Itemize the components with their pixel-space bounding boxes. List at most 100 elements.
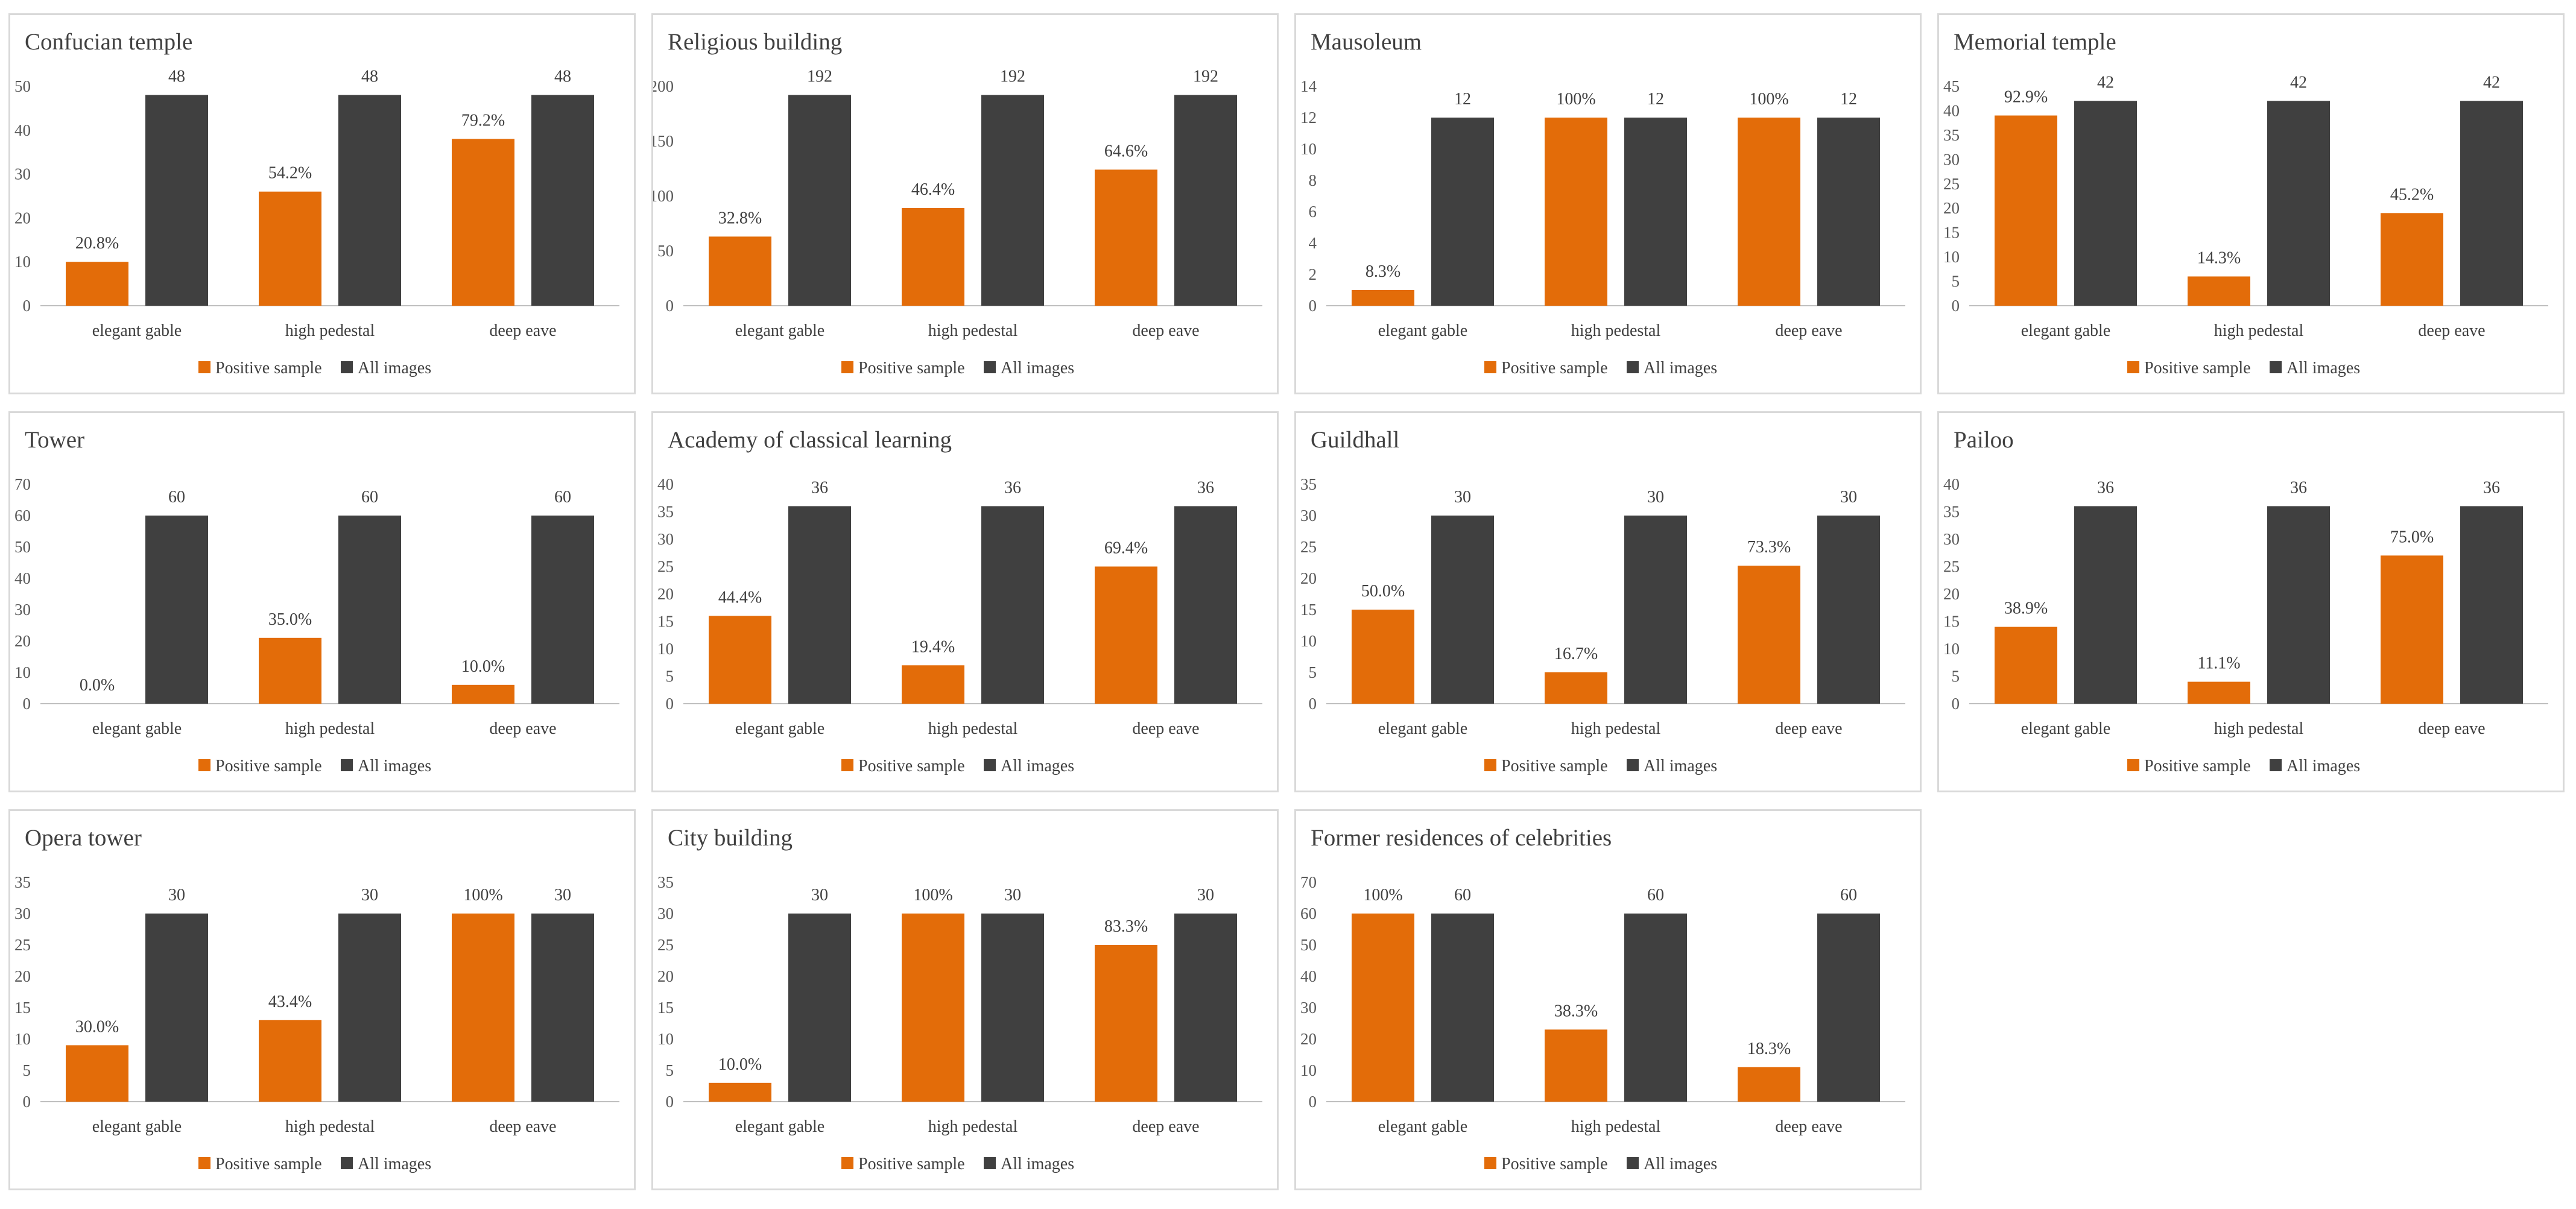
legend-swatch-all <box>984 759 996 771</box>
bar-positive-sample <box>902 914 964 1102</box>
bar-all-images <box>531 914 594 1102</box>
y-tick-label: 5 <box>666 668 674 686</box>
bar-positive-sample <box>1352 290 1414 306</box>
legend-label-positive: Positive sample <box>1501 359 1608 377</box>
data-label-all: 60 <box>1454 886 1471 904</box>
y-tick-label: 15 <box>14 999 31 1017</box>
x-tick-label: high pedestal <box>2214 321 2304 340</box>
legend-swatch-positive <box>1484 759 1496 771</box>
x-tick-label: deep eave <box>489 719 556 738</box>
data-label-positive: 35.0% <box>268 610 312 629</box>
y-tick-label: 60 <box>1300 904 1317 923</box>
bar-positive-sample <box>1738 566 1800 704</box>
chart-panel: Former residences of celebrities 0 10 20 30 4… <box>1294 809 1922 1190</box>
data-label-positive: 10.0% <box>461 657 505 676</box>
y-tick-label: 25 <box>657 558 674 576</box>
bar-positive-sample <box>1352 914 1414 1102</box>
y-tick-label: 35 <box>1300 475 1317 493</box>
data-label-positive: 18.3% <box>1747 1040 1791 1058</box>
bar-positive-sample <box>1545 1029 1607 1102</box>
x-tick-label: high pedestal <box>285 321 375 340</box>
chart-svg: 0 2 4 6 8 10 12 14 8.3% 12 elegant gable 100% 12 high… <box>1300 77 1905 377</box>
y-tick-label: 40 <box>1300 967 1317 985</box>
data-label-all: 48 <box>168 68 185 86</box>
bar-positive-sample <box>259 637 321 704</box>
x-tick-label: high pedestal <box>928 321 1018 340</box>
data-label-all: 48 <box>554 68 571 86</box>
chart-title: Mausoleum <box>1311 29 1422 55</box>
data-label-positive: 45.2% <box>2390 185 2434 204</box>
x-tick-label: deep eave <box>1775 1117 1842 1136</box>
data-label-all: 30 <box>1004 886 1021 904</box>
legend-label-all: All images <box>358 757 431 775</box>
bar-positive-sample <box>452 914 514 1102</box>
data-label-positive: 69.4% <box>1104 539 1148 558</box>
y-tick-label: 15 <box>1300 601 1317 619</box>
legend-swatch-all <box>1627 361 1639 373</box>
data-label-positive: 44.4% <box>718 588 762 607</box>
data-label-positive: 100% <box>913 886 952 904</box>
y-tick-label: 40 <box>657 475 674 493</box>
data-label-positive: 11.1% <box>2197 654 2240 673</box>
chart-title: Tower <box>25 427 85 453</box>
bar-all-images <box>1817 516 1880 704</box>
chart-svg: 0 5 10 15 20 25 30 35 40 44.4% 36 elegant gable 19.4… <box>657 475 1262 775</box>
data-label-positive: 64.6% <box>1104 142 1148 160</box>
y-tick-label: 35 <box>14 873 31 891</box>
legend-label-all: All images <box>2286 359 2360 377</box>
bar-positive-sample <box>2188 276 2250 306</box>
bar-all-images <box>2460 506 2523 704</box>
x-tick-label: deep eave <box>1775 321 1842 340</box>
bar-positive-sample <box>1545 118 1607 306</box>
legend-swatch-all <box>1627 759 1639 771</box>
legend-swatch-positive <box>1484 361 1496 373</box>
y-tick-label: 10 <box>657 640 674 658</box>
data-label-positive: 19.4% <box>911 637 955 656</box>
y-tick-label: 30 <box>14 904 31 923</box>
x-tick-label: deep eave <box>489 321 556 340</box>
legend-label-all: All images <box>1644 359 1717 377</box>
bar-all-images <box>145 95 208 306</box>
data-label-all: 30 <box>1840 488 1857 507</box>
legend: Positive sample All images <box>2127 359 2360 377</box>
y-tick-label: 20 <box>1300 1030 1317 1048</box>
data-label-positive: 92.9% <box>2004 88 2048 107</box>
y-tick-label: 25 <box>1943 558 1960 576</box>
y-tick-label: 0 <box>666 1093 674 1111</box>
data-label-all: 60 <box>361 488 378 507</box>
y-tick-label: 70 <box>14 475 31 493</box>
bar-positive-sample <box>1738 118 1800 306</box>
bar-all-images <box>788 506 851 704</box>
bar-positive-sample <box>709 1082 771 1102</box>
x-tick-label: deep eave <box>2418 321 2485 340</box>
y-tick-label: 35 <box>657 873 674 891</box>
data-label-all: 30 <box>1454 488 1471 507</box>
bar-all-images <box>1624 118 1687 306</box>
y-tick-label: 20 <box>657 967 674 985</box>
data-label-positive: 38.3% <box>1554 1002 1598 1020</box>
legend-label-all: All images <box>1001 1155 1074 1173</box>
data-label-positive: 50.0% <box>1361 582 1405 601</box>
y-tick-label: 5 <box>1952 668 1960 686</box>
bar-all-images <box>981 95 1044 306</box>
x-tick-label: elegant gable <box>735 321 824 340</box>
x-tick-label: deep eave <box>2418 719 2485 738</box>
data-label-all: 48 <box>361 68 378 86</box>
bar-positive-sample <box>66 262 128 306</box>
legend-label-positive: Positive sample <box>858 757 965 775</box>
bar-positive-sample <box>902 208 964 306</box>
data-label-all: 60 <box>168 488 185 507</box>
x-tick-label: elegant gable <box>2021 719 2110 738</box>
bar-positive-sample <box>1095 566 1157 704</box>
y-tick-label: 50 <box>1300 936 1317 954</box>
bar-all-images <box>2074 506 2137 704</box>
data-label-all: 192 <box>1193 68 1218 86</box>
y-tick-label: 15 <box>1943 224 1960 242</box>
data-label-all: 36 <box>2290 478 2307 497</box>
y-tick-label: 20 <box>1943 585 1960 603</box>
bar-positive-sample <box>1738 1067 1800 1102</box>
data-label-positive: 20.8% <box>75 234 119 253</box>
y-tick-label: 30 <box>14 601 31 619</box>
data-label-all: 30 <box>811 886 828 904</box>
bar-positive-sample <box>1545 672 1607 704</box>
